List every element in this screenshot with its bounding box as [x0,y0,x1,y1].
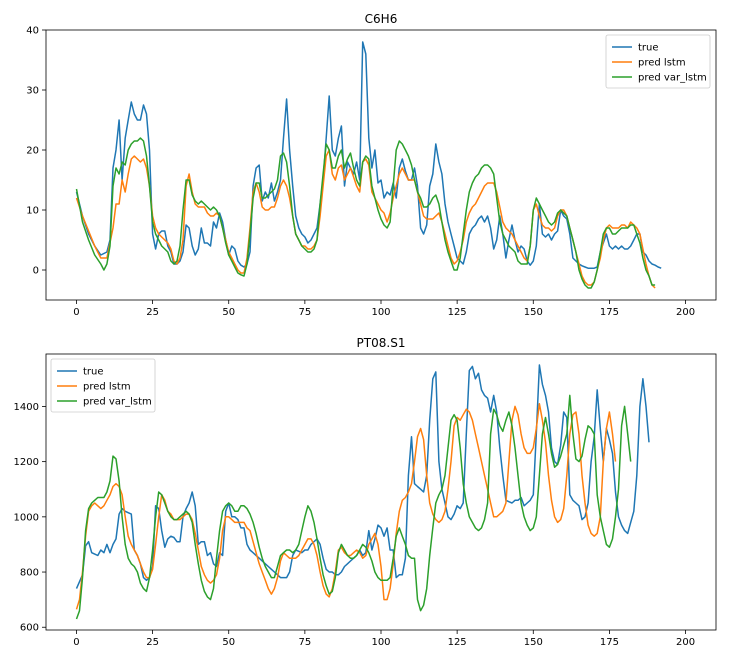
x-tick-label: 175 [600,637,619,648]
chart-title: PT08.S1 [357,336,406,350]
legend-entry: true [83,367,104,378]
x-tick-label: 175 [600,307,619,318]
x-tick-label: 50 [222,307,235,318]
y-tick-label: 10 [26,206,39,217]
y-tick-label: 1400 [14,402,39,413]
y-tick-label: 0 [33,266,39,277]
x-tick-label: 25 [146,637,159,648]
series-line-true [75,364,650,589]
legend-entry: pred lstm [638,58,686,69]
x-tick-label: 200 [676,637,695,648]
x-tick-label: 200 [676,307,695,318]
x-tick-label: 0 [73,307,79,318]
x-tick-label: 125 [448,637,467,648]
chart-title: C6H6 [365,12,398,26]
chart-1: PT08.S1 0 25 50 75 100 125 150 175 200 600 800 1000 1… [14,336,717,648]
y-tick-label: 40 [26,26,39,37]
plot-area [46,354,716,630]
x-tick-label: 100 [371,637,390,648]
axes-frame [45,29,717,301]
axes-frame [45,353,717,631]
series-group [75,41,662,289]
plot-area [46,30,716,300]
series-line-pred-var-lstm [75,137,656,289]
x-tick-label: 50 [222,637,235,648]
series-group [75,364,650,620]
legend-box [50,358,156,413]
legend-entry: pred var_lstm [638,73,707,84]
y-tick-label: 600 [20,623,39,634]
y-tick-label: 30 [26,86,39,97]
legend-entry: true [638,43,659,54]
x-tick-label: 125 [448,307,467,318]
legend: true pred lstm pred var_lstm [605,34,711,89]
series-line-true [75,41,662,269]
y-tick-label: 1000 [14,512,39,523]
x-tick-label: 0 [73,637,79,648]
x-tick-label: 150 [524,637,543,648]
y-tick-label: 20 [26,146,39,157]
x-tick-label: 100 [371,307,390,318]
series-line-pred-var-lstm [75,394,632,620]
legend: true pred lstm pred var_lstm [50,358,156,413]
chart-0: C6H6 0 25 50 75 100 125 150 175 200 0 10 20 30 40 true p… [26,12,717,318]
legend-entry: pred lstm [83,382,131,393]
y-tick-label: 1200 [14,457,39,468]
y-tick-label: 800 [20,568,39,579]
x-tick-label: 75 [298,637,311,648]
x-tick-label: 150 [524,307,543,318]
x-tick-label: 25 [146,307,159,318]
legend-entry: pred var_lstm [83,397,152,408]
legend-box [605,34,711,89]
x-tick-label: 75 [298,307,311,318]
